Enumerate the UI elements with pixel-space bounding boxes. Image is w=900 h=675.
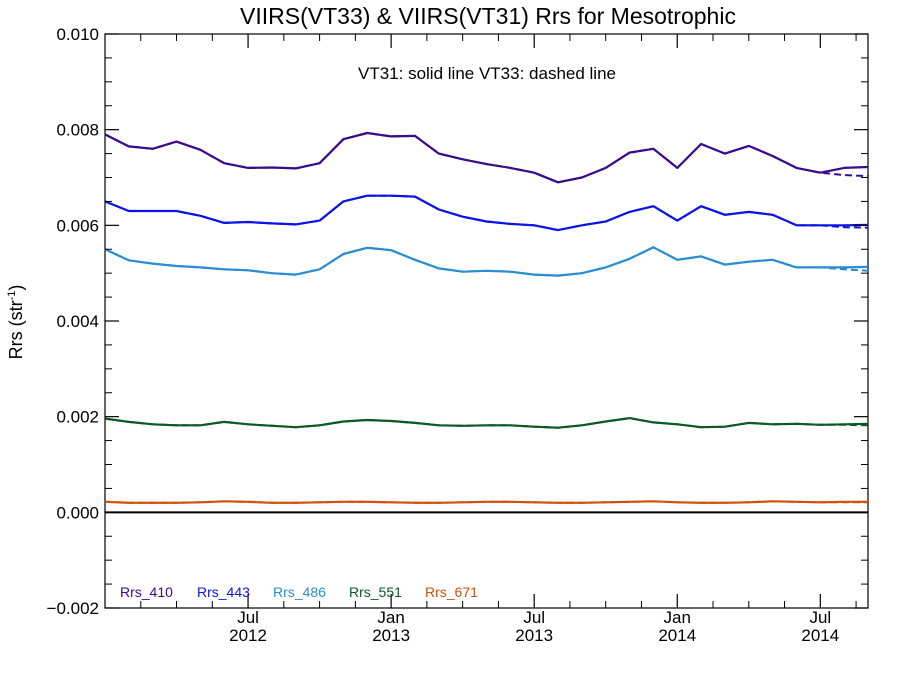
legend: Rrs_410 Rrs_443 Rrs_486 Rrs_551 Rrs_671 bbox=[120, 584, 478, 600]
chart-title: VIIRS(VT33) & VIIRS(VT31) Rrs for Mesotr… bbox=[240, 3, 736, 29]
x-tick-label-year: 2014 bbox=[801, 626, 839, 645]
y-tick-label: 0.004 bbox=[56, 312, 99, 331]
series-line-solid-rrs-551 bbox=[105, 418, 868, 428]
x-tick-label-year: 2012 bbox=[229, 626, 267, 645]
line-style-annotation: VT31: solid line VT33: dashed line bbox=[358, 64, 616, 83]
y-axis-label: Rrs (str-1) bbox=[6, 285, 26, 360]
y-tick-label: −0.002 bbox=[47, 599, 99, 618]
series-line-solid-rrs-671 bbox=[105, 501, 868, 503]
legend-item-rrs-486: Rrs_486 bbox=[273, 584, 326, 600]
x-tick-label-month: Jan bbox=[664, 608, 691, 627]
series-line-solid-rrs-486 bbox=[105, 247, 868, 275]
y-tick-label: 0.000 bbox=[56, 503, 99, 522]
x-tick-label-month: Jul bbox=[237, 608, 259, 627]
series-line-solid-rrs-443 bbox=[105, 196, 868, 230]
x-tick-label-year: 2013 bbox=[372, 626, 410, 645]
line-chart: VIIRS(VT33) & VIIRS(VT31) Rrs for Mesotr… bbox=[0, 0, 900, 675]
x-tick-label-month: Jul bbox=[809, 608, 831, 627]
legend-item-rrs-410: Rrs_410 bbox=[120, 584, 173, 600]
plot-border bbox=[105, 34, 868, 608]
y-tick-label: 0.008 bbox=[56, 121, 99, 140]
y-tick-label: 0.010 bbox=[56, 25, 99, 44]
x-tick-label-year: 2014 bbox=[658, 626, 696, 645]
plot-frame bbox=[105, 34, 868, 608]
x-tick-label-month: Jan bbox=[377, 608, 404, 627]
x-tick-label-year: 2013 bbox=[515, 626, 553, 645]
y-axis-label-superscript: -1 bbox=[6, 291, 18, 301]
y-tick-label: 0.006 bbox=[56, 216, 99, 235]
series-line-dashed-rrs-410 bbox=[105, 133, 868, 182]
legend-item-rrs-671: Rrs_671 bbox=[425, 584, 478, 600]
y-axis: −0.002 0.000 0.002 0.004 0.006 0.008 0.010 bbox=[47, 25, 868, 618]
series-line-solid-rrs-410 bbox=[105, 133, 868, 182]
y-axis-label-text: Rrs (str bbox=[6, 300, 26, 359]
legend-item-rrs-443: Rrs_443 bbox=[197, 584, 250, 600]
y-tick-label: 0.002 bbox=[56, 408, 99, 427]
series-layer bbox=[105, 133, 868, 503]
legend-item-rrs-551: Rrs_551 bbox=[349, 584, 402, 600]
x-tick-label-month: Jul bbox=[523, 608, 545, 627]
y-axis-label-close: ) bbox=[6, 285, 26, 291]
